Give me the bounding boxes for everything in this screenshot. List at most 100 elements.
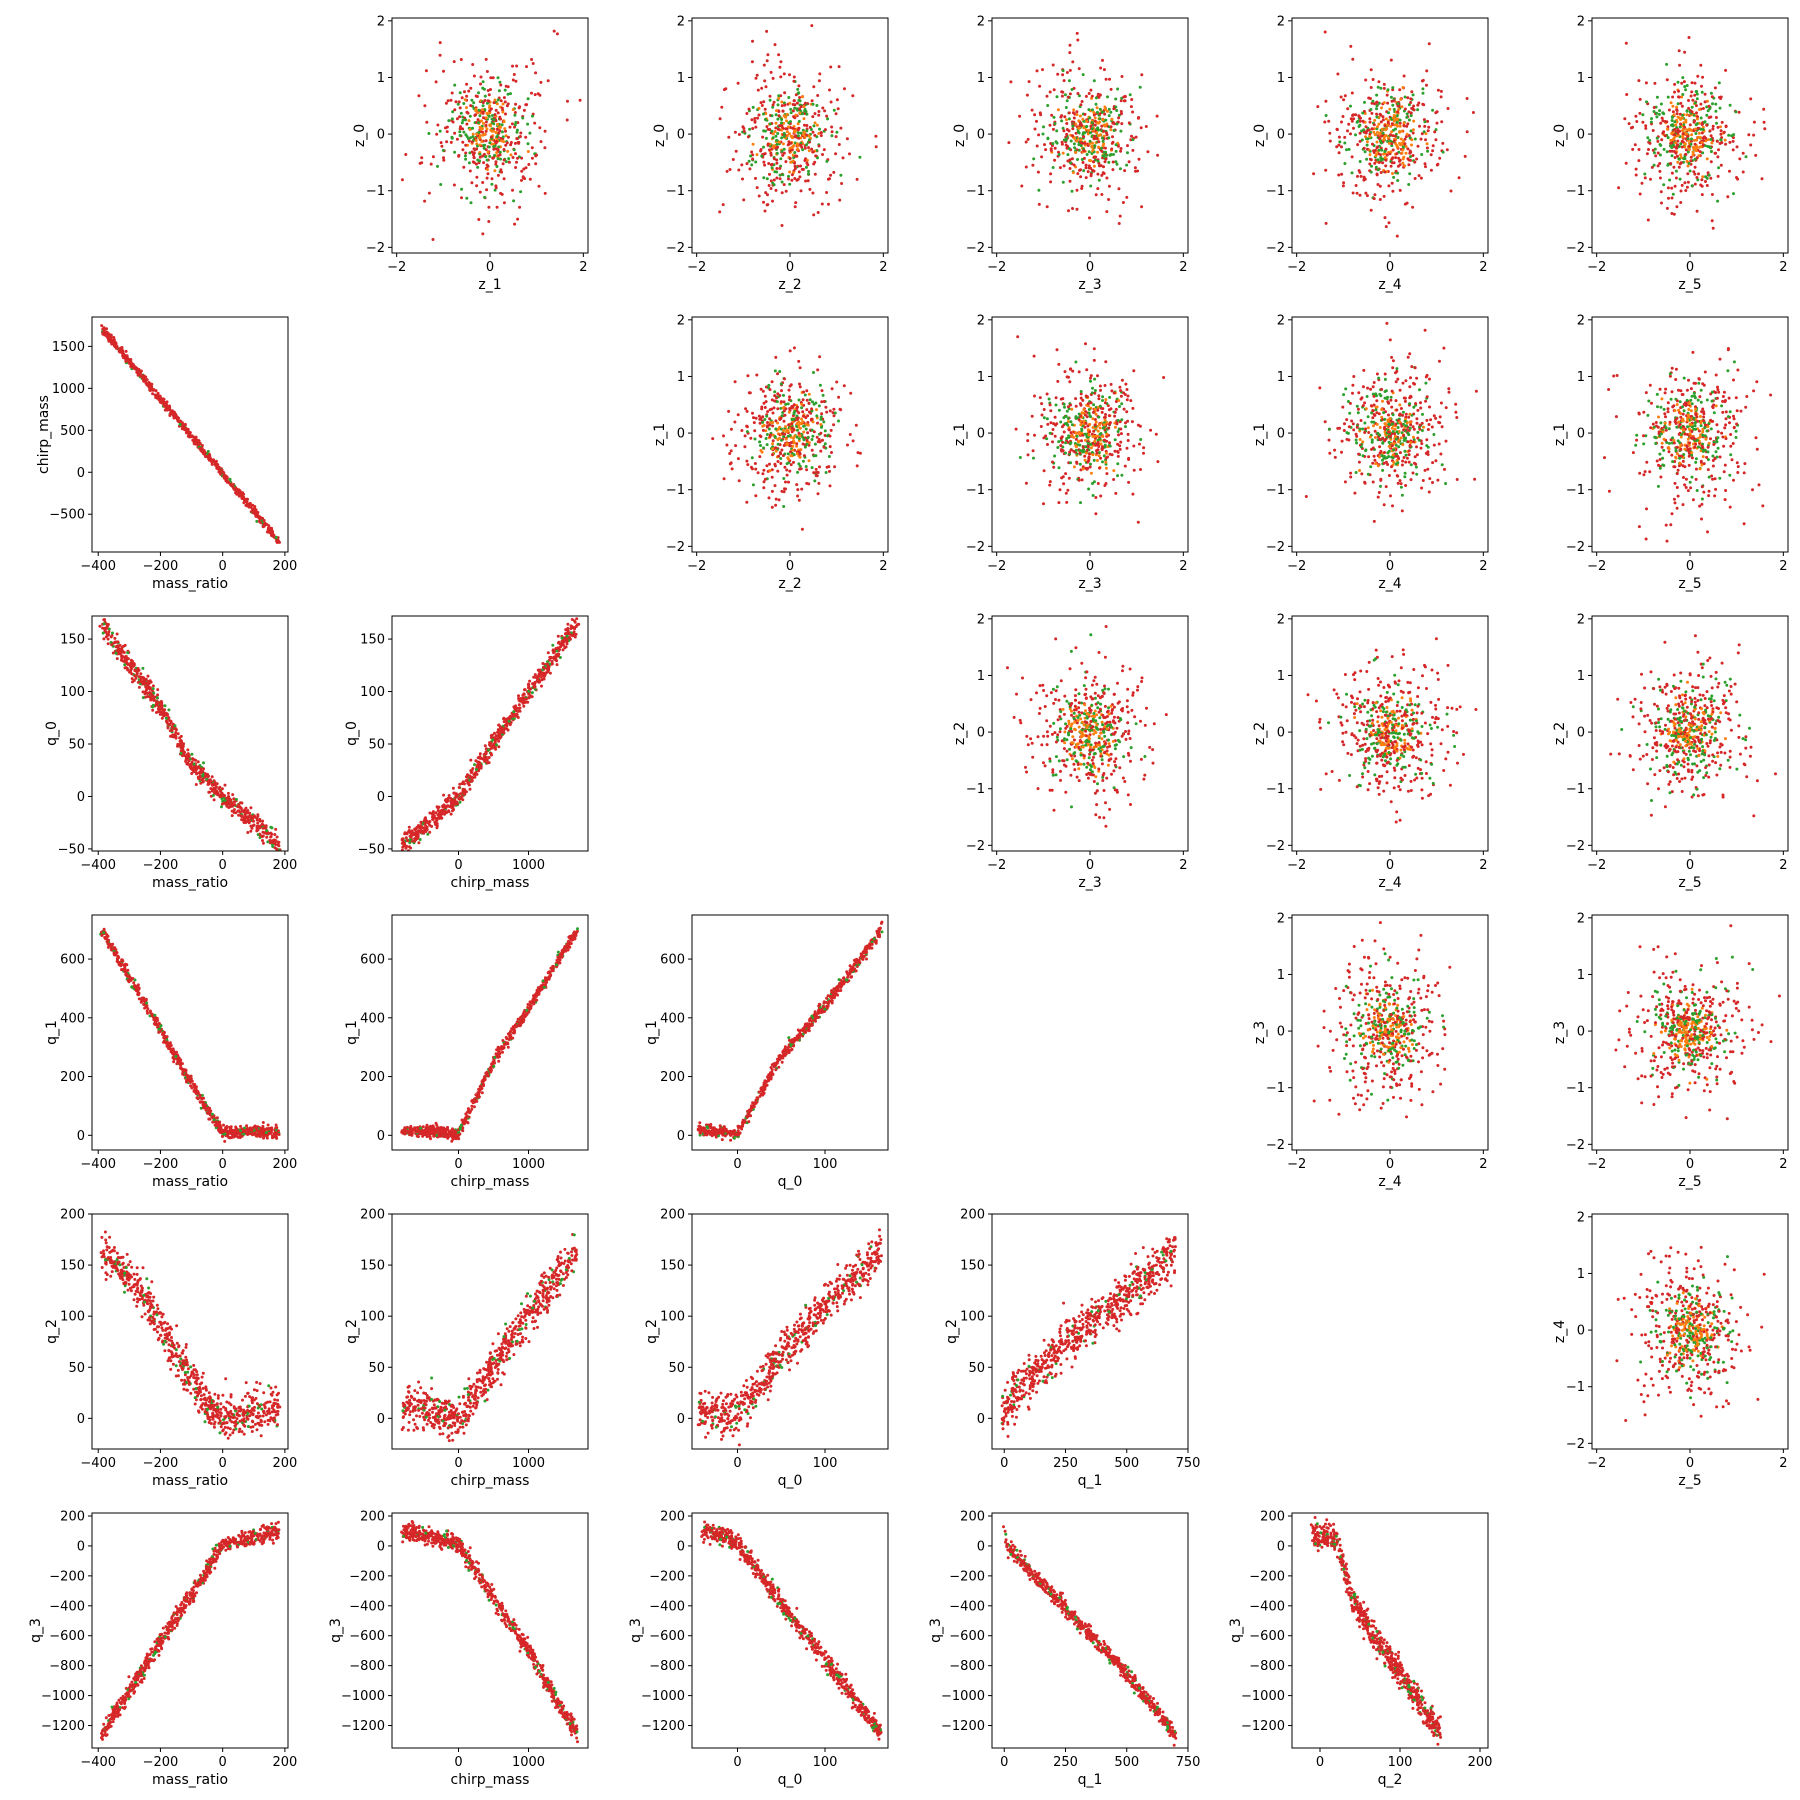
scatter-point xyxy=(770,380,774,384)
scatter-point xyxy=(1454,410,1458,414)
scatter-point xyxy=(251,503,255,507)
scatter-point xyxy=(1056,446,1060,449)
scatter-point xyxy=(750,150,754,154)
scatter-point xyxy=(1055,129,1059,133)
scatter-point xyxy=(811,434,815,438)
scatter-point xyxy=(504,129,507,133)
scatter-point xyxy=(1324,221,1328,225)
x-axis-label: z_5 xyxy=(1678,277,1701,293)
scatter-point xyxy=(1703,100,1707,104)
scatter-point xyxy=(839,173,843,177)
scatter-point xyxy=(454,100,458,104)
scatter-point xyxy=(1383,377,1387,381)
scatter-point xyxy=(1085,368,1089,372)
scatter-point xyxy=(787,388,791,392)
x-axis-label: z_1 xyxy=(478,277,501,293)
scatter-point xyxy=(1371,480,1375,484)
scatter-point xyxy=(1120,378,1124,382)
scatter-point xyxy=(474,139,478,142)
scatter-point xyxy=(776,442,780,446)
scatter-point xyxy=(1371,461,1375,465)
scatter-point xyxy=(1410,143,1413,147)
scatter-point xyxy=(1737,110,1741,114)
scatter-point xyxy=(483,94,487,98)
scatter-point xyxy=(1053,454,1057,458)
scatter-point xyxy=(1391,504,1394,508)
scatter-point xyxy=(453,83,457,87)
scatter-point xyxy=(1378,137,1381,141)
scatter-point xyxy=(755,73,759,77)
scatter-point xyxy=(737,479,741,483)
scatter-point xyxy=(1051,63,1055,67)
scatter-point xyxy=(484,123,488,127)
scatter-point xyxy=(521,116,525,120)
scatter-point xyxy=(747,159,751,163)
scatter-point xyxy=(823,434,827,437)
scatter-point xyxy=(1358,193,1362,197)
scatter-point xyxy=(1059,420,1063,424)
scatter-point xyxy=(1052,115,1056,119)
scatter-point xyxy=(1709,176,1713,180)
scatter-point xyxy=(1136,423,1140,427)
scatter-point xyxy=(1081,445,1085,449)
scatter-point xyxy=(1051,166,1055,169)
scatter-point xyxy=(765,464,769,468)
y-tick-label: −2 xyxy=(966,540,985,555)
scatter-point xyxy=(1379,153,1382,157)
scatter-point xyxy=(464,118,468,122)
scatter-point xyxy=(753,429,757,433)
scatter-point xyxy=(788,132,791,136)
scatter-point xyxy=(1674,176,1678,180)
scatter-point xyxy=(1340,172,1344,176)
scatter-point xyxy=(801,435,804,439)
scatter-point xyxy=(808,398,812,402)
scatter-point xyxy=(1149,428,1153,432)
scatter-point xyxy=(1656,139,1660,143)
scatter-point xyxy=(194,435,198,439)
scatter-point xyxy=(539,80,543,84)
scatter-point xyxy=(1429,153,1433,157)
scatter-point xyxy=(1354,438,1358,442)
scatter-point xyxy=(1371,392,1375,396)
scatter-point xyxy=(1087,150,1091,154)
scatter-point xyxy=(790,146,794,150)
scatter-point xyxy=(1052,465,1056,469)
scatter-point xyxy=(458,115,462,119)
scatter-point xyxy=(1093,439,1097,443)
scatter-point xyxy=(1680,116,1684,120)
scatter-point xyxy=(429,162,433,166)
scatter-point xyxy=(769,151,773,155)
scatter-point xyxy=(791,153,795,157)
scatter-point xyxy=(1056,72,1060,76)
scatter-point xyxy=(1093,407,1097,411)
scatter-point xyxy=(1100,448,1104,452)
scatter-point xyxy=(782,400,786,404)
scatter-point xyxy=(1667,196,1670,200)
x-axis-label: z_2 xyxy=(778,277,801,293)
scatter-point xyxy=(1142,451,1145,455)
scatter-point xyxy=(773,390,777,394)
scatter-point xyxy=(1719,129,1723,133)
scatter-point xyxy=(775,142,779,146)
scatter-point xyxy=(1670,196,1674,200)
scatter-point xyxy=(1418,388,1421,392)
scatter-point xyxy=(797,170,801,174)
scatter-point xyxy=(485,70,489,73)
scatter-point xyxy=(479,127,483,131)
scatter-point xyxy=(1107,184,1111,188)
scatter-point xyxy=(1065,122,1069,125)
scatter-point xyxy=(810,99,814,103)
scatter-point xyxy=(811,102,815,106)
scatter-point xyxy=(207,458,211,462)
scatter-point xyxy=(1680,104,1684,108)
scatter-point xyxy=(788,469,792,473)
scatter-point xyxy=(1677,165,1681,169)
scatter-point xyxy=(487,220,491,223)
scatter-point xyxy=(756,88,760,92)
scatter-point xyxy=(555,32,559,36)
scatter-point xyxy=(1074,444,1078,448)
scatter-point xyxy=(1062,416,1066,420)
scatter-point xyxy=(1401,161,1405,165)
scatter-point xyxy=(1676,160,1680,164)
scatter-point xyxy=(1047,397,1051,401)
